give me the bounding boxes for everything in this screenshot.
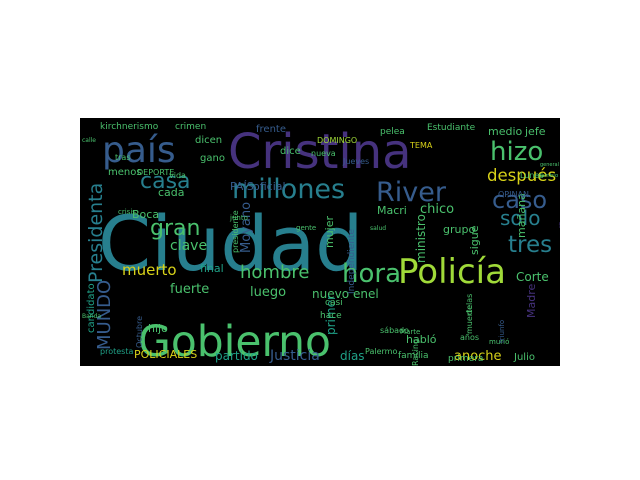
cloud-word: anoche	[454, 349, 502, 364]
cloud-word: Gobierno	[138, 317, 331, 366]
cloud-word: salud	[370, 225, 386, 232]
cloud-word: habló	[406, 333, 437, 346]
cloud-word: muerte	[465, 305, 474, 334]
cloud-word: grupo	[443, 223, 475, 236]
cloud-word: Moyano	[239, 202, 254, 253]
cloud-word: Marte	[400, 328, 420, 336]
cloud-word: Boca	[132, 208, 159, 221]
cloud-word: PAÍS	[230, 180, 254, 193]
cloud-word: OPINAN	[498, 190, 529, 199]
cloud-word: oficial	[253, 180, 286, 193]
cloud-word: River	[376, 177, 447, 208]
cloud-word: general	[540, 162, 559, 168]
cloud-word: primer	[324, 295, 338, 335]
cloud-word: Lunes	[520, 171, 544, 180]
cloud-word: equipo	[559, 222, 560, 228]
cloud-word: Madre	[525, 284, 538, 318]
cloud-word: mañana	[515, 193, 528, 238]
cloud-word: Banda	[82, 313, 101, 320]
cloud-word: vida	[169, 171, 186, 180]
cloud-word: hace	[320, 311, 342, 321]
word-cloud-canvas: Ciudad Gobierno Cristina país Policía millone…	[80, 118, 560, 366]
cloud-word: días	[340, 349, 365, 363]
cloud-word: sábado	[380, 326, 409, 335]
cloud-word: casi	[325, 298, 343, 308]
cloud-word: hizo	[490, 137, 543, 167]
word-cloud: Ciudad Gobierno Cristina país Policía millone…	[80, 118, 560, 366]
cloud-word: delas	[465, 294, 474, 315]
cloud-word: crisis	[118, 208, 136, 216]
cloud-word: candidato	[86, 283, 97, 333]
cloud-word: triunfo	[498, 320, 506, 343]
cloud-word: sigue	[468, 225, 481, 255]
cloud-word: tras	[115, 153, 131, 162]
words-layer: Ciudad Gobierno Cristina país Policía millone…	[82, 122, 560, 366]
cloud-word: calle	[82, 137, 96, 144]
cloud-background	[80, 118, 560, 366]
cloud-word: familia	[398, 351, 428, 361]
cloud-word: gente	[296, 224, 316, 232]
cloud-word: gran	[150, 216, 200, 241]
cloud-word: TEMA	[409, 141, 433, 150]
cloud-word: Justicia	[269, 348, 320, 364]
cloud-word: nuevo	[312, 287, 349, 301]
cloud-word: clave	[170, 238, 207, 254]
cloud-word: MUNDO	[94, 280, 115, 350]
cloud-word: mujer	[323, 215, 336, 248]
cloud-word: jefe	[524, 125, 546, 138]
cloud-word: hombre	[240, 262, 309, 283]
cloud-word: Cristina	[228, 124, 412, 180]
cloud-word: POLICIALES	[134, 348, 197, 361]
cloud-word: medio	[488, 125, 523, 138]
cloud-word: cambio	[538, 173, 559, 179]
cloud-word: solo	[500, 206, 540, 230]
cloud-word: tres	[508, 232, 552, 258]
cloud-word: junto	[229, 214, 248, 222]
cloud-word: hora	[342, 259, 401, 289]
cloud-word: presidente	[231, 210, 240, 253]
cloud-word: gano	[200, 153, 225, 164]
cloud-word: Jueves	[342, 157, 369, 166]
cloud-word: casa	[140, 169, 191, 194]
cloud-word: millones	[232, 174, 345, 205]
cloud-word: DOMINGO	[317, 136, 357, 145]
cloud-word: Independiente	[347, 228, 357, 294]
cloud-word: Ciudad	[98, 199, 363, 288]
cloud-word: final	[200, 262, 224, 275]
cloud-word: chico	[420, 202, 454, 217]
cloud-word: pelea	[380, 127, 405, 137]
cloud-word: primera	[448, 354, 483, 364]
cloud-word: cada	[158, 186, 185, 199]
cloud-word: DEPORTE	[137, 168, 174, 177]
cloud-word: enel	[353, 287, 379, 301]
cloud-word: nueva	[311, 149, 336, 158]
cloud-word: crimen	[175, 122, 206, 132]
cloud-word: Policía	[398, 252, 506, 292]
cloud-word: hijo	[148, 322, 168, 335]
cloud-word: Octubre	[135, 316, 144, 348]
cloud-word: murió	[489, 338, 509, 346]
cloud-word: Presidenta	[85, 183, 107, 283]
cloud-word: Palermo	[365, 347, 397, 356]
cloud-word: Corte	[516, 270, 549, 284]
cloud-word: país	[102, 130, 176, 171]
cloud-word: Estudiante	[427, 123, 476, 133]
cloud-word: ministro	[414, 214, 428, 263]
cloud-word: dice	[280, 146, 301, 157]
cloud-word: fuerte	[170, 282, 209, 297]
cloud-word: años	[460, 333, 479, 342]
cloud-word: Racing	[411, 339, 420, 366]
cloud-word: kirchnerismo	[100, 122, 159, 132]
cloud-word: menos	[108, 167, 142, 178]
cloud-word: protesta	[100, 347, 133, 356]
cloud-word: caso	[492, 186, 547, 214]
cloud-word: Julio	[513, 352, 535, 363]
cloud-word: Macri	[377, 204, 407, 217]
cloud-word: muerto	[122, 261, 177, 279]
cloud-word: frente	[256, 124, 286, 135]
cloud-word: luego	[250, 285, 286, 300]
cloud-word: después	[487, 166, 556, 185]
cloud-word: partido	[215, 349, 258, 363]
cloud-word: dicen	[195, 135, 222, 146]
